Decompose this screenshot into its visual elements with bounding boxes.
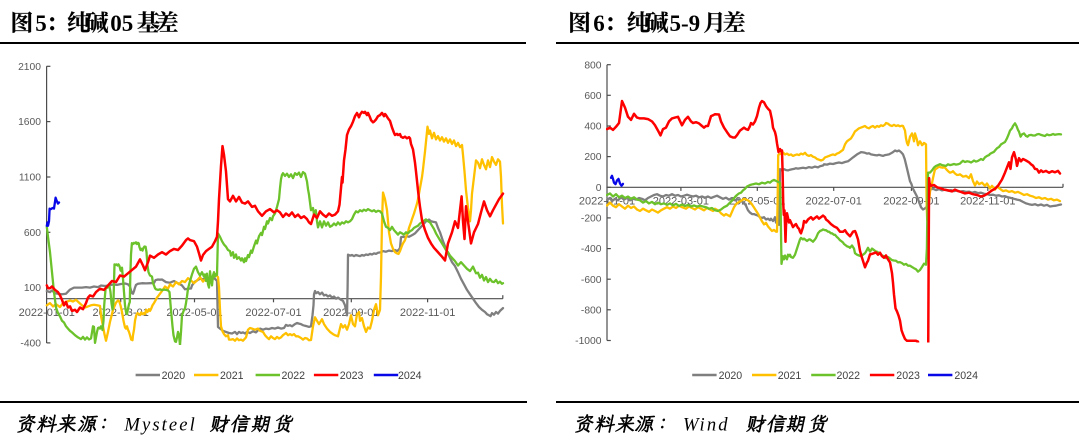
svg-text:200: 200 (584, 152, 601, 163)
svg-text:2100: 2100 (18, 62, 41, 73)
svg-text:-600: -600 (581, 275, 602, 286)
svg-text:2020: 2020 (719, 370, 743, 382)
svg-text:2022-11-01: 2022-11-01 (960, 196, 1015, 208)
svg-text:2023: 2023 (340, 370, 364, 382)
svg-text:2022-03-01: 2022-03-01 (93, 307, 149, 319)
svg-text:2022-01-01: 2022-01-01 (19, 307, 75, 319)
svg-text:0: 0 (596, 183, 602, 194)
svg-text:1100: 1100 (19, 173, 41, 184)
svg-text:-200: -200 (581, 214, 602, 225)
svg-text:2021: 2021 (220, 370, 244, 382)
svg-text:800: 800 (584, 60, 601, 71)
svg-text:100: 100 (24, 283, 41, 294)
svg-text:Wind: Wind (683, 415, 730, 436)
svg-text:-400: -400 (20, 339, 41, 350)
svg-text:-1000: -1000 (575, 336, 602, 347)
svg-text:2022: 2022 (282, 370, 306, 382)
svg-text:5: 5 (35, 11, 47, 36)
svg-text:600: 600 (24, 228, 41, 239)
svg-text:2022-09-01: 2022-09-01 (883, 196, 939, 208)
svg-text:2022-07-01: 2022-07-01 (806, 196, 862, 208)
svg-text:2022: 2022 (837, 370, 861, 382)
svg-text:Mysteel: Mysteel (123, 415, 197, 436)
svg-text:1600: 1600 (18, 117, 41, 128)
svg-text:2024: 2024 (398, 370, 422, 382)
svg-text:-800: -800 (581, 305, 602, 316)
svg-text:2022-11-01: 2022-11-01 (400, 307, 455, 319)
svg-text:2022-05-01: 2022-05-01 (166, 307, 222, 319)
svg-text:5-9: 5-9 (670, 11, 701, 36)
svg-text:2023: 2023 (896, 370, 920, 382)
svg-text:05: 05 (110, 11, 133, 36)
svg-text:-400: -400 (581, 244, 602, 255)
svg-text:2021: 2021 (778, 370, 802, 382)
svg-text:2024: 2024 (954, 370, 978, 382)
svg-text:2022-09-01: 2022-09-01 (323, 307, 379, 319)
svg-text:2022-07-01: 2022-07-01 (245, 307, 301, 319)
svg-text:600: 600 (584, 91, 601, 102)
svg-text:400: 400 (584, 122, 601, 133)
svg-text:6: 6 (593, 11, 605, 36)
svg-text:2020: 2020 (162, 370, 186, 382)
